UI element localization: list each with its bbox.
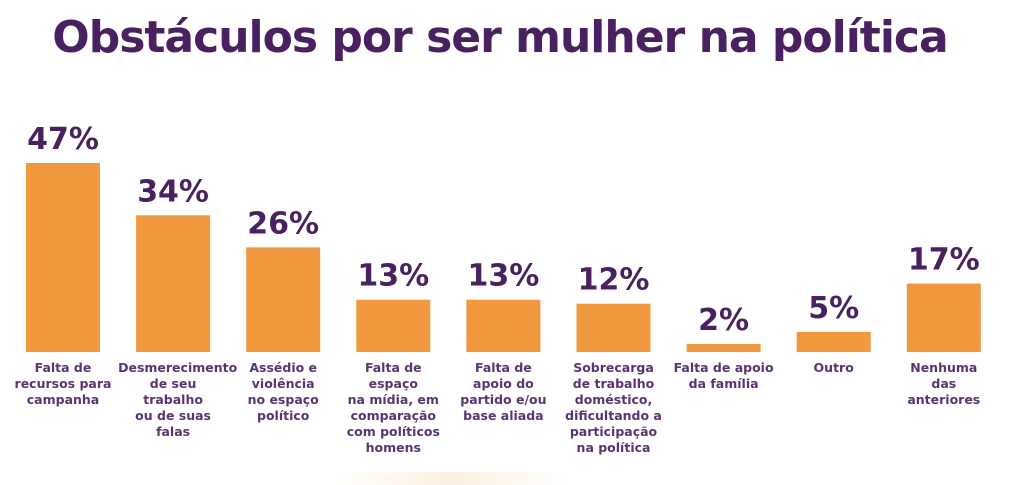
- bar-9: [906, 283, 981, 352]
- category-label-line: de trabalho: [572, 376, 655, 391]
- data-label-7: 2%: [698, 303, 749, 338]
- category-label-line: Nenhuma: [910, 360, 978, 375]
- category-label-1: Falta de recursos para campanha: [8, 360, 118, 408]
- category-label-line: participação: [569, 424, 658, 439]
- category-label-2: Desmerecimento de seu trabalho ou de suas …: [118, 360, 238, 440]
- bar-8: [796, 331, 871, 352]
- category-label-line: da família: [688, 376, 759, 391]
- category-label-line: violência: [251, 376, 315, 391]
- category-label-line: comparação: [350, 408, 437, 423]
- bar-7: [686, 344, 761, 352]
- category-label-line: na política: [576, 440, 651, 455]
- category-label-line: Falta de apoio: [673, 360, 774, 375]
- category-label-line: Sobrecarga: [573, 360, 654, 375]
- category-label-line: Assédio e: [249, 360, 318, 375]
- category-label-line: Falta de espaço: [364, 360, 422, 391]
- category-label-line: recursos para: [14, 376, 112, 391]
- data-label-3: 26%: [247, 206, 319, 241]
- bar-1: [26, 163, 100, 352]
- bar-4: [356, 299, 431, 352]
- category-label-7: Falta de apoio da família: [669, 360, 779, 392]
- category-label-3: Assédio e violência no espaço político: [228, 360, 338, 424]
- category-label-line: Falta de: [34, 360, 92, 375]
- data-label-1: 47%: [27, 122, 99, 157]
- data-label-4: 13%: [357, 259, 429, 294]
- category-label-line: político: [257, 408, 310, 423]
- category-label-5: Falta de apoio do partido e/ou base aliada: [448, 360, 558, 424]
- bar-3: [246, 247, 321, 352]
- category-label-line: homens: [365, 440, 421, 455]
- category-label-6: Sobrecarga de trabalho doméstico, dificulta…: [559, 360, 669, 456]
- category-label-9: Nenhuma das anteriores: [889, 360, 999, 408]
- category-label-line: anteriores: [907, 392, 981, 407]
- category-label-line: com políticos: [346, 424, 440, 439]
- category-label-4: Falta de espaço na mídia, em comparação com…: [338, 360, 448, 456]
- category-label-line: base aliada: [463, 408, 544, 423]
- bar-2: [136, 215, 211, 352]
- category-label-line: partido e/ou: [460, 392, 547, 407]
- category-label-line: das: [931, 376, 957, 391]
- chart-title: Obstáculos por ser mulher na política: [52, 12, 948, 63]
- background-decoration: [330, 472, 570, 485]
- data-label-6: 12%: [578, 263, 650, 298]
- category-label-line: de seu trabalho: [143, 376, 203, 407]
- category-label-8: Outro: [779, 360, 889, 376]
- category-label-line: apoio do: [473, 376, 534, 391]
- bar-6: [576, 303, 651, 352]
- bar-5: [466, 299, 541, 352]
- category-label-line: Falta de: [475, 360, 532, 375]
- category-label-line: Desmerecimento: [118, 360, 238, 375]
- category-label-line: na mídia, em: [347, 392, 439, 407]
- data-label-2: 34%: [137, 174, 209, 209]
- category-label-line: no espaço: [247, 392, 319, 407]
- category-label-line: campanha: [26, 392, 100, 407]
- category-label-line: dificultando a: [565, 408, 662, 423]
- data-label-9: 17%: [908, 243, 980, 278]
- data-label-5: 13%: [467, 259, 539, 294]
- data-label-8: 5%: [808, 291, 859, 326]
- category-label-line: doméstico,: [574, 392, 653, 407]
- category-label-line: ou de suas falas: [135, 408, 212, 439]
- category-label-line: Outro: [813, 360, 854, 375]
